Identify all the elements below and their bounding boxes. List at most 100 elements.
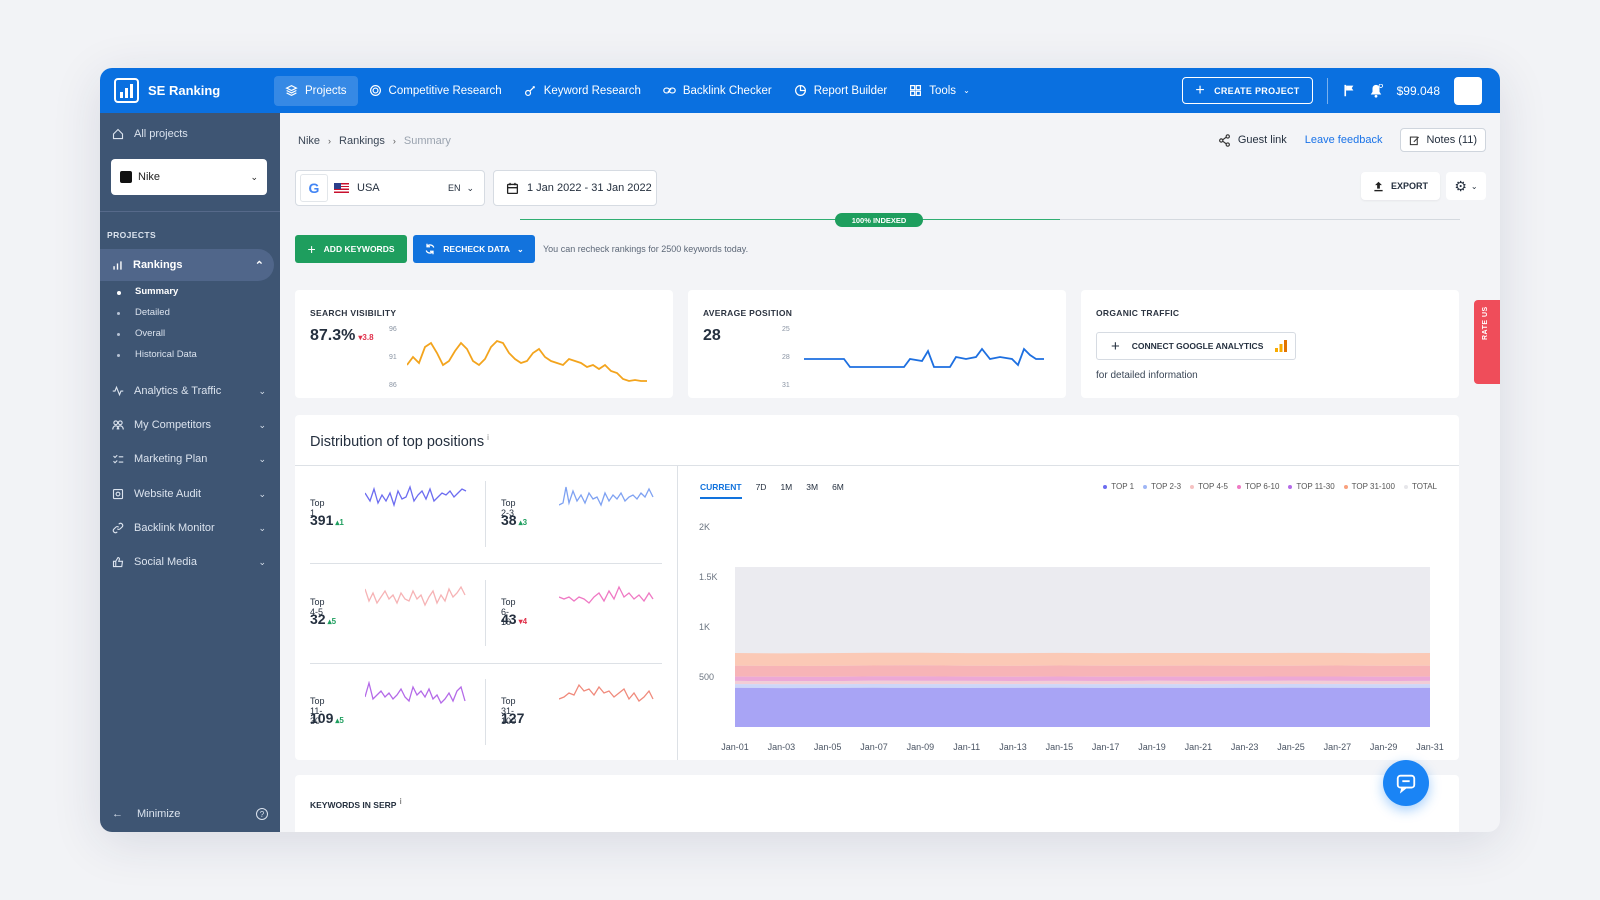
top2-3-delta-value: 3 xyxy=(522,518,528,527)
info-icon[interactable]: i xyxy=(399,797,402,806)
legend-item[interactable]: TOP 2-3 xyxy=(1143,482,1181,491)
series-area-top-1 xyxy=(735,687,1430,727)
nav-tools-label: Tools xyxy=(929,84,957,97)
chat-button[interactable] xyxy=(1383,760,1429,806)
y-tick-label: 1K xyxy=(699,622,710,632)
help-icon[interactable]: ? xyxy=(256,808,268,820)
date-range-label: 1 Jan 2022 - 31 Jan 2022 xyxy=(527,182,652,194)
nav-competitive-research[interactable]: Competitive Research xyxy=(358,76,513,106)
connect-google-analytics-button[interactable]: + CONNECT GOOGLE ANALYTICS xyxy=(1096,332,1296,360)
date-range-picker[interactable]: 1 Jan 2022 - 31 Jan 2022 xyxy=(493,170,657,206)
sidebar-item-marketing-plan[interactable]: Marketing Plan ⌄ xyxy=(100,453,280,465)
divider xyxy=(310,563,662,564)
legend-item[interactable]: TOTAL xyxy=(1404,482,1437,491)
leave-feedback-link[interactable]: Leave feedback xyxy=(1304,134,1383,146)
top11-30-sparkline xyxy=(365,681,466,705)
website-audit-label: Website Audit xyxy=(134,488,202,500)
tab-current[interactable]: CURRENT xyxy=(700,482,742,499)
top1-delta-value: 1 xyxy=(339,518,344,527)
nav-competitive-label: Competitive Research xyxy=(388,84,502,97)
top1-sparkline xyxy=(365,484,467,508)
sidebar-item-website-audit[interactable]: Website Audit ⌄ xyxy=(100,488,280,500)
bell-icon[interactable] xyxy=(1369,83,1383,98)
chevron-down-icon: ⌄ xyxy=(258,522,266,533)
account-balance[interactable]: $99.048 xyxy=(1396,83,1440,98)
legend-item[interactable]: TOP 4-5 xyxy=(1190,482,1228,491)
sidebar-item-all-projects[interactable]: All projects xyxy=(100,113,280,140)
tab-3m[interactable]: 3M xyxy=(806,482,819,492)
sidebar-item-competitors[interactable]: My Competitors ⌄ xyxy=(100,419,280,431)
legend-item[interactable]: TOP 31-100 xyxy=(1344,482,1395,491)
top4-5-sparkline xyxy=(365,585,466,607)
settings-button[interactable]: ⚙ ⌄ xyxy=(1446,172,1486,200)
plus-icon: + xyxy=(1111,337,1120,355)
gear-icon: ⚙ xyxy=(1454,177,1467,194)
tab-1m[interactable]: 1M xyxy=(780,482,793,492)
chevron-down-icon: ⌄ xyxy=(517,244,524,254)
search-visibility-card: SEARCH VISIBILITY 87.3% ▾3.8 96 91 86 xyxy=(295,290,673,398)
legend-item[interactable]: TOP 11-30 xyxy=(1288,482,1334,491)
create-project-button[interactable]: + CREATE PROJECT xyxy=(1182,77,1313,104)
all-projects-label: All projects xyxy=(134,128,188,140)
home-icon xyxy=(112,128,124,140)
search-engine-selector[interactable]: G USA EN ⌄ xyxy=(295,170,485,206)
nav-backlink-checker[interactable]: Backlink Checker xyxy=(652,76,783,106)
grid-icon xyxy=(910,85,922,96)
x-tick-label: Jan-17 xyxy=(1092,742,1120,752)
x-tick-label: Jan-13 xyxy=(999,742,1027,752)
tab-6m[interactable]: 6M xyxy=(832,482,844,492)
top31-100-number: 127 xyxy=(501,710,525,726)
avatar[interactable] xyxy=(1454,76,1482,105)
notes-button[interactable]: Notes (11) xyxy=(1400,128,1486,152)
minimize-sidebar-button[interactable]: ← Minimize ? xyxy=(100,808,280,820)
project-selector[interactable]: Nike ⌄ xyxy=(111,159,267,195)
tick-label: 28 xyxy=(782,354,790,361)
nav-report-builder[interactable]: Report Builder xyxy=(783,76,899,106)
analytics-logo-icon xyxy=(1275,340,1288,352)
language-label: EN xyxy=(447,183,461,193)
add-keywords-label: ADD KEYWORDS xyxy=(323,244,395,254)
tab-7d[interactable]: 7D xyxy=(755,482,767,492)
divider xyxy=(485,580,486,646)
sidebar: All projects Nike ⌄ PROJECTS Rankings ⌃ … xyxy=(100,113,280,832)
export-button[interactable]: EXPORT xyxy=(1360,172,1440,200)
thumbs-up-icon xyxy=(112,556,124,568)
sidebar-item-analytics[interactable]: Analytics & Traffic ⌄ xyxy=(100,385,280,397)
pie-chart-icon xyxy=(794,85,806,96)
x-tick-label: Jan-23 xyxy=(1231,742,1259,752)
breadcrumb-section[interactable]: Rankings xyxy=(339,135,385,147)
rate-us-tab[interactable]: RATE US xyxy=(1474,300,1500,384)
export-label: EXPORT xyxy=(1390,181,1428,191)
x-tick-label: Jan-21 xyxy=(1185,742,1213,752)
flag-icon[interactable] xyxy=(1342,84,1355,97)
add-keywords-button[interactable]: + ADD KEYWORDS xyxy=(295,235,407,263)
legend-item[interactable]: TOP 6-10 xyxy=(1237,482,1279,491)
legend-item[interactable]: TOP 1 xyxy=(1103,482,1134,491)
nav-projects[interactable]: Projects xyxy=(274,75,358,106)
nav-tools[interactable]: Tools ⌄ xyxy=(898,76,981,106)
guest-link-button[interactable]: Guest link xyxy=(1218,133,1287,147)
search-visibility-value: 87.3% ▾3.8 xyxy=(310,327,374,345)
breadcrumb-project[interactable]: Nike xyxy=(298,135,321,147)
series-area-top-4-5 xyxy=(735,680,1430,685)
sidebar-item-social-media[interactable]: Social Media ⌄ xyxy=(100,556,280,568)
info-icon[interactable]: i xyxy=(487,433,489,442)
plus-icon: + xyxy=(1195,81,1206,99)
sidebar-sub-overall[interactable]: Overall xyxy=(116,328,166,339)
tick-label: 86 xyxy=(389,382,397,389)
top2-3-label: Top 2-3 xyxy=(501,498,516,518)
sidebar-sub-detailed[interactable]: Detailed xyxy=(117,307,170,318)
sidebar-item-backlink-monitor[interactable]: Backlink Monitor ⌄ xyxy=(100,522,280,534)
arrow-left-icon: ← xyxy=(112,808,123,820)
top2-3-delta: ▴3 xyxy=(518,518,528,527)
app-logo[interactable]: SE Ranking xyxy=(100,78,274,103)
sidebar-sub-summary[interactable]: Summary xyxy=(116,286,179,297)
sidebar-item-rankings[interactable]: Rankings ⌃ xyxy=(100,249,274,281)
nav-keyword-research[interactable]: Keyword Research xyxy=(513,76,652,106)
recheck-data-button[interactable]: RECHECK DATA ⌄ xyxy=(413,235,535,263)
breadcrumb-current: Summary xyxy=(403,135,451,147)
series-area-top-2-3 xyxy=(735,684,1430,689)
sidebar-sub-historical-data[interactable]: Historical Data xyxy=(117,349,197,360)
upload-icon xyxy=(1374,181,1383,191)
top2-3-value: 38 ▴3 xyxy=(501,512,527,528)
